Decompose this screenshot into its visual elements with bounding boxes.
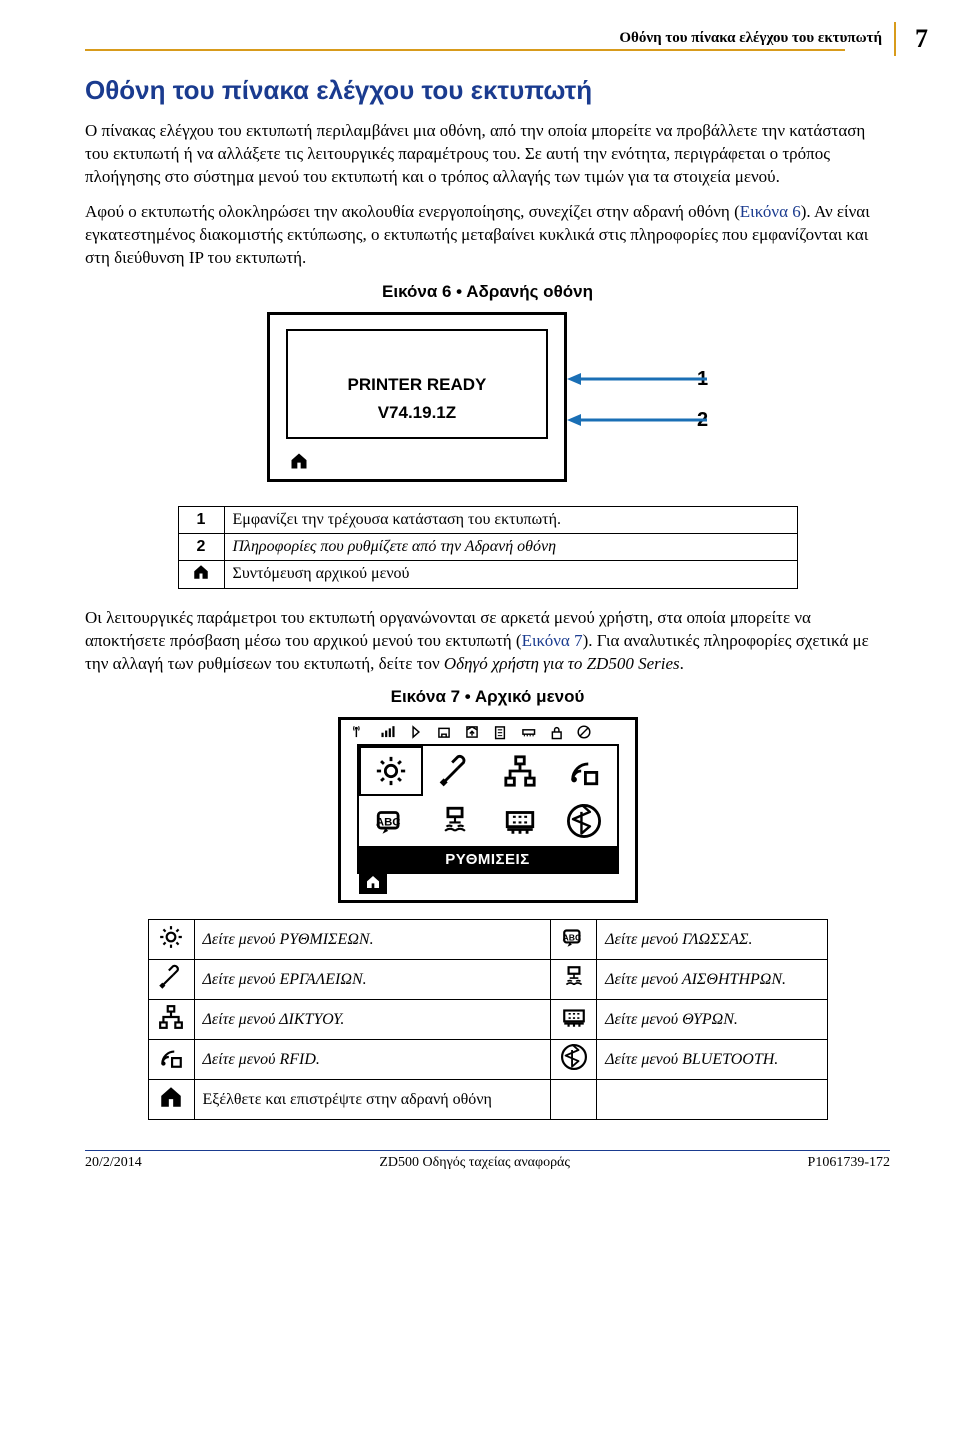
none-icon [575,724,593,740]
antenna-icon [351,724,369,740]
page: 7 Οθόνη του πίνακα ελέγχου του εκτυπωτή … [0,0,960,1187]
figure6-caption: Εικόνα 6 • Αδρανής οθόνη [85,282,890,302]
lcd-home-menu: ΡΥΘΜΙΣΕΙΣ [338,717,638,903]
legend-tools: Δείτε μενού ΕΡΓΑΛΕΙΩΝ. [194,960,551,1000]
arrow-2 [567,412,687,428]
data-icon [463,724,481,740]
paragraph-2: Αφού ο εκτυπωτής ολοκληρώσει την ακολουθ… [85,201,890,270]
bluetooth-icon [551,1040,597,1080]
table-row: 1 Εμφανίζει την τρέχουσα κατάσταση του ε… [178,506,797,533]
legend-text-2: Πληροφορίες που ρυθμίζετε από την Αδρανή… [224,533,797,560]
menu-grid: ΡΥΘΜΙΣΕΙΣ [357,744,619,874]
legend-exit: Εξέλθετε και επιστρέψτε στην αδρανή οθόν… [194,1080,551,1120]
legend-settings: Δείτε μενού ΡΥΘΜΙΣΕΩΝ. [194,920,551,960]
legend-key-home [178,560,224,588]
legend-text-home: Συντόμευση αρχικού μενού [224,560,797,588]
user-guide-ref: Οδηγό χρήστη για το ZD500 Series [444,654,680,673]
menu-selected-label: ΡΥΘΜΙΣΕΙΣ [359,846,617,872]
signal-icon [379,724,397,740]
figure6-legend-table: 1 Εμφανίζει την τρέχουσα κατάσταση του ε… [178,506,798,589]
gear-icon [148,920,194,960]
menu-settings [359,746,424,796]
paragraph-3: Οι λειτουργικές παράμετροι του εκτυπωτή … [85,607,890,676]
home-icon [191,563,211,581]
ethernet-icon [435,724,453,740]
printhead-icon [519,724,537,740]
legend-bluetooth: Δείτε μενού BLUETOOTH. [597,1040,827,1080]
table-row: Δείτε μενού RFID. Δείτε μενού BLUETOOTH. [148,1040,827,1080]
table-row: 2 Πληροφορίες που ρυθμίζετε από την Αδρα… [178,533,797,560]
paragraph-1: Ο πίνακας ελέγχου του εκτυπωτή περιλαμβά… [85,120,890,189]
menu-rfid [552,746,617,796]
menu-sensors [423,796,488,846]
lcd-status-line: PRINTER READY [288,375,546,395]
page-title: Οθόνη του πίνακα ελέγχου του εκτυπωτή [85,75,890,106]
running-header: Οθόνη του πίνακα ελέγχου του εκτυπωτή [85,30,890,47]
rfid-icon [148,1040,194,1080]
legend-text-1: Εμφανίζει την τρέχουσα κατάσταση του εκτ… [224,506,797,533]
footer: 20/2/2014 ZD500 Οδηγός ταχείας αναφοράς … [85,1155,890,1187]
network-icon [148,1000,194,1040]
page-number: 7 [915,24,928,54]
paragraph-2-pre: Αφού ο εκτυπωτής ολοκληρώσει την ακολουθ… [85,202,740,221]
menu-network [488,746,553,796]
menu-bluetooth [552,796,617,846]
figure7-ref: Εικόνα 7 [522,631,583,650]
port-icon [551,1000,597,1040]
legend-key-1: 1 [178,506,224,533]
table-row: Δείτε μενού ΕΡΓΑΛΕΙΩΝ. Δείτε μενού ΑΙΣΘΗ… [148,960,827,1000]
home-icon [364,874,382,890]
legend-ports: Δείτε μενού ΘΥΡΩΝ. [597,1000,827,1040]
bluetooth-icon [407,724,425,740]
legend-sensors: Δείτε μενού ΑΙΣΘΗΤΗΡΩΝ. [597,960,827,1000]
table-row: Δείτε μενού ΔΙΚΤΥΟΥ. Δείτε μενού ΘΥΡΩΝ. [148,1000,827,1040]
log-icon [491,724,509,740]
table-row: Δείτε μενού ΡΥΘΜΙΣΕΩΝ. Δείτε μενού ΓΛΩΣΣ… [148,920,827,960]
menu-home [359,870,387,894]
home-icon [288,451,310,471]
header-rule [85,49,845,51]
legend-network: Δείτε μενού ΔΙΚΤΥΟΥ. [194,1000,551,1040]
lcd-inner: PRINTER READY V74.19.1Z [286,329,548,439]
sensor-icon [551,960,597,1000]
legend-key-2: 2 [178,533,224,560]
tools-icon [148,960,194,1000]
arrow-1 [567,371,687,387]
lcd-version-line: V74.19.1Z [288,403,546,423]
figure7-caption: Εικόνα 7 • Αρχικό μενού [85,687,890,707]
legend-rfid: Δείτε μενού RFID. [194,1040,551,1080]
language-icon [551,920,597,960]
figure7-legend-table: Δείτε μενού ΡΥΘΜΙΣΕΩΝ. Δείτε μενού ΓΛΩΣΣ… [148,919,828,1120]
footer-title: ZD500 Οδηγός ταχείας αναφοράς [379,1155,570,1171]
footer-rule [85,1150,890,1151]
menu-ports [488,796,553,846]
lcd-idle-display: PRINTER READY V74.19.1Z [267,312,567,482]
status-bar [341,720,635,740]
callout-arrows: 1 2 [567,368,708,432]
footer-partno: P1061739-172 [808,1155,890,1171]
table-row: Συντόμευση αρχικού μενού [178,560,797,588]
menu-tools [423,746,488,796]
table-row: Εξέλθετε και επιστρέψτε στην αδρανή οθόν… [148,1080,827,1120]
footer-date: 20/2/2014 [85,1155,142,1171]
figure7: ΡΥΘΜΙΣΕΙΣ [85,717,890,903]
legend-language: Δείτε μενού ΓΛΩΣΣΑΣ. [597,920,827,960]
lock-icon [547,724,565,740]
figure6: PRINTER READY V74.19.1Z 1 2 [85,312,890,482]
page-number-divider [894,22,896,56]
figure6-ref: Εικόνα 6 [740,202,801,221]
menu-language [359,796,424,846]
home-icon [148,1080,194,1120]
